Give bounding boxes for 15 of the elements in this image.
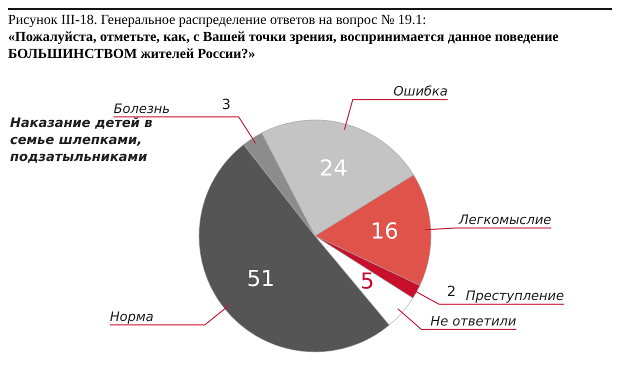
chart-subtitle: «Пожалуйста, отметьте, как, с Вашей точки зрения, воспринимается данное поведение БОЛЬШИНСТВОМ жителей России?» [8,29,560,63]
data-label: 5 [360,269,374,294]
slice-label: Ошибка [393,84,448,100]
slice-label: Норма [110,310,154,325]
slice-label: Легкомыслие [458,212,552,228]
chart-title: Рисунок III-18. Генеральное распределение ответов на вопрос № 19.1: [8,12,428,29]
text: Наказание детей в семье шлепками, подзатыльниками [10,115,154,166]
slice-label: Преступление [466,289,564,304]
slice-label: Болезнь [114,102,170,117]
data-label: 16 [370,220,398,245]
data-label: 24 [320,156,348,182]
data-label: 3 [222,96,231,113]
slice-label: Не ответили [430,314,516,330]
data-label: 51 [246,267,275,292]
data-label: 2 [446,284,456,300]
